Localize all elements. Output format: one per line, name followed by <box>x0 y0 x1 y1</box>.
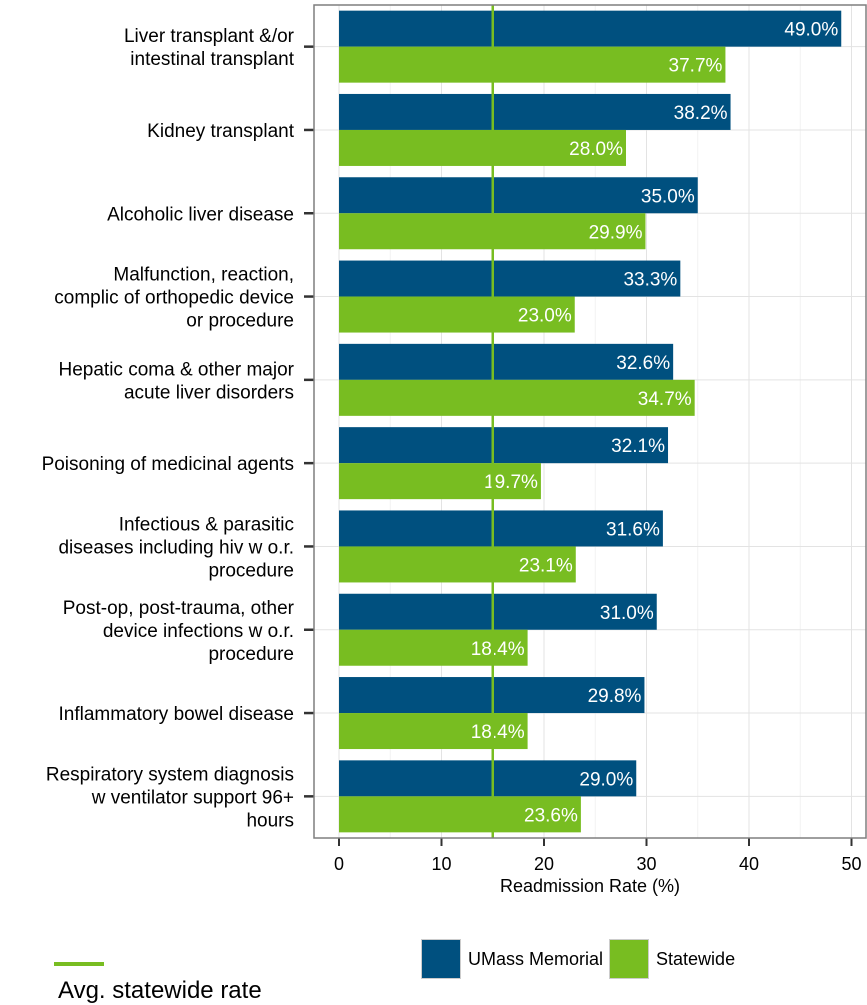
bar-statewide <box>339 296 575 333</box>
category-label: hours <box>246 810 294 831</box>
bar-umass <box>339 427 669 464</box>
legend-label-umass: UMass Memorial <box>468 948 604 969</box>
bar-statewide <box>339 463 541 500</box>
category-label: Kidney transplant <box>147 121 295 142</box>
category-label: complic of orthopedic device <box>54 288 294 309</box>
x-axis-title: Readmission Rate (%) <box>500 876 680 896</box>
data-label-statewide: 23.1% <box>519 555 573 576</box>
avg-statewide-label: Avg. statewide rate <box>58 977 262 1004</box>
category-label: Infectious & parasitic <box>119 514 294 535</box>
bar-statewide <box>339 46 726 83</box>
legend-item-statewide: Statewide <box>609 939 735 979</box>
data-label-umass: 32.6% <box>616 353 670 374</box>
category-label: Malfunction, reaction, <box>113 265 294 286</box>
category-label: Poisoning of medicinal agents <box>42 454 294 475</box>
data-label-umass: 31.6% <box>606 519 660 540</box>
bar-umass <box>339 343 674 380</box>
x-tick-label: 0 <box>334 854 344 874</box>
category-label: acute liver disorders <box>124 382 294 403</box>
avg-statewide-line-swatch <box>54 962 104 966</box>
category-label: or procedure <box>186 311 294 332</box>
legend-item-umass: UMass Memorial <box>421 939 603 979</box>
bar-statewide <box>339 629 528 666</box>
category-label: Hepatic coma & other major <box>59 359 295 380</box>
bar-umass <box>339 260 681 297</box>
legend-swatch-umass <box>421 939 461 979</box>
data-label-statewide: 29.9% <box>589 222 643 243</box>
category-label: Inflammatory bowel disease <box>59 704 295 725</box>
bar-umass <box>339 10 842 47</box>
category-label: procedure <box>208 560 294 581</box>
category-label: intestinal transplant <box>130 49 294 70</box>
data-label-umass: 32.1% <box>611 436 665 457</box>
bar-umass <box>339 177 698 214</box>
bar-umass <box>339 510 663 547</box>
data-label-statewide: 18.4% <box>471 639 525 660</box>
legend: UMass Memorial Statewide <box>421 939 741 979</box>
data-label-statewide: 28.0% <box>569 139 623 160</box>
data-label-statewide: 18.4% <box>471 722 525 743</box>
data-label-umass: 38.2% <box>674 103 728 124</box>
bar-statewide <box>339 713 528 750</box>
plot-frame <box>313 4 867 839</box>
category-label: Respiratory system diagnosis <box>46 764 294 785</box>
x-tick-label: 40 <box>739 854 759 874</box>
category-label: Liver transplant &/or <box>124 26 295 47</box>
data-label-umass: 29.0% <box>579 769 633 790</box>
data-label-umass: 31.0% <box>600 603 654 624</box>
bar-statewide <box>339 796 581 833</box>
data-label-umass: 29.8% <box>588 686 642 707</box>
data-label-statewide: 23.6% <box>524 805 578 826</box>
bar-umass <box>339 593 657 630</box>
bar-umass <box>339 93 731 130</box>
category-label: Post-op, post-trauma, other <box>63 598 295 619</box>
data-label-umass: 35.0% <box>641 186 695 207</box>
x-tick-label: 30 <box>636 854 656 874</box>
category-label: diseases including hiv w o.r. <box>58 537 294 558</box>
legend-swatch-statewide <box>609 939 650 979</box>
x-axis-ticks: 0 10 20 30 40 50 <box>334 838 862 874</box>
data-label-statewide: 34.7% <box>638 389 692 410</box>
category-label: procedure <box>208 644 294 665</box>
data-label-statewide: 19.7% <box>484 472 538 493</box>
x-tick-label: 10 <box>431 854 451 874</box>
bar-umass <box>339 760 637 797</box>
x-tick-label: 20 <box>534 854 554 874</box>
data-label-statewide: 23.0% <box>518 306 572 327</box>
bar-statewide <box>339 546 576 583</box>
bar-statewide <box>339 129 626 166</box>
category-label: Alcoholic liver disease <box>107 204 294 225</box>
data-label-umass: 33.3% <box>623 270 677 291</box>
category-label: w ventilator support 96+ <box>91 787 294 808</box>
legend-label-statewide: Statewide <box>656 948 736 969</box>
x-tick-label: 50 <box>841 854 861 874</box>
category-label: device infections w o.r. <box>103 621 294 642</box>
bars-group: 49.0% 37.7% 38.2% 28.0% 35.0% 29.9% 33.3% 23.0%… <box>339 10 842 833</box>
data-label-statewide: 37.7% <box>669 56 723 77</box>
data-label-umass: 49.0% <box>784 20 838 41</box>
bar-statewide <box>339 379 695 416</box>
